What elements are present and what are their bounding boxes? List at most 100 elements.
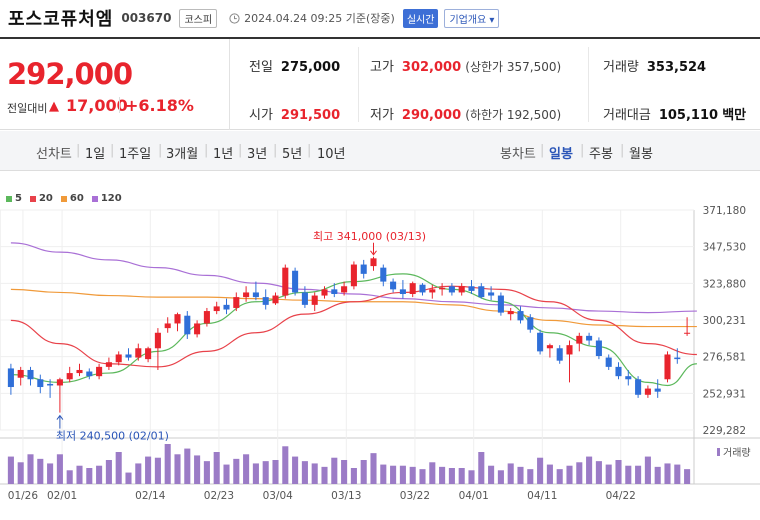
candle-body bbox=[429, 289, 436, 293]
candle-body bbox=[76, 369, 83, 374]
candle-body bbox=[674, 357, 681, 360]
volume-bar bbox=[478, 452, 485, 484]
candle-body bbox=[350, 264, 357, 287]
prev-close-label: 전일 bbox=[249, 60, 273, 75]
candle-body bbox=[517, 311, 524, 321]
market-badge: 코스피 bbox=[179, 8, 218, 28]
divider: | bbox=[580, 143, 585, 158]
volume-bar bbox=[576, 462, 583, 484]
price-chart-canvas[interactable]: 371,180 347,530 323,880 300,231 276,581 252,9… bbox=[0, 172, 760, 516]
y-tick-label: 347,530 bbox=[703, 242, 746, 254]
x-tick-label: 04/22 bbox=[606, 490, 636, 502]
candle-body bbox=[399, 289, 406, 295]
candle-chart-label: 봉차트 bbox=[500, 147, 536, 162]
candle-body bbox=[360, 264, 367, 274]
volume-bar bbox=[311, 463, 318, 484]
candle-body bbox=[27, 369, 34, 380]
candle-body bbox=[625, 376, 632, 380]
candle-body bbox=[47, 383, 54, 386]
period-1y[interactable]: 1년 bbox=[213, 147, 234, 162]
candle-body bbox=[615, 366, 622, 377]
y-tick-label: 276,581 bbox=[703, 352, 746, 364]
candle-body bbox=[370, 258, 377, 267]
divider: | bbox=[158, 143, 163, 158]
candle-body bbox=[478, 286, 485, 298]
volume-bar bbox=[66, 470, 73, 484]
period-3m[interactable]: 3개월 bbox=[166, 147, 199, 162]
candle-body bbox=[96, 366, 103, 377]
volume-bar bbox=[419, 469, 426, 484]
divider: | bbox=[307, 143, 312, 158]
x-tick-label: 01/26 bbox=[8, 490, 39, 502]
candle-daily[interactable]: 일봉 bbox=[549, 147, 573, 162]
company-info-button[interactable]: 기업개요 ▾ bbox=[444, 8, 500, 28]
candle-body bbox=[115, 354, 122, 363]
legend-label: 5 bbox=[15, 193, 22, 204]
x-tick-label: 02/14 bbox=[135, 490, 166, 502]
x-tick-label: 02/23 bbox=[204, 490, 234, 502]
high-price: 고가 302,000 (상한가 357,500) bbox=[370, 56, 561, 75]
high-annotation: 최고 341,000 (03/13) bbox=[313, 230, 426, 243]
candle-body bbox=[497, 295, 504, 313]
line-chart-label[interactable]: 선차트 bbox=[36, 147, 72, 162]
period-1d[interactable]: 1일 bbox=[85, 147, 106, 162]
candle-body bbox=[527, 317, 534, 330]
volume-bar bbox=[301, 461, 308, 484]
candle-body bbox=[664, 354, 671, 380]
x-tick-label: 02/01 bbox=[47, 490, 77, 502]
candle-body bbox=[321, 289, 328, 296]
volume-bar bbox=[429, 462, 436, 484]
volume-bar bbox=[527, 469, 534, 484]
prev-close-value: 275,000 bbox=[280, 60, 341, 75]
candle-body bbox=[233, 297, 240, 308]
candle-body bbox=[203, 311, 210, 324]
volume-bar bbox=[537, 457, 544, 484]
period-5y[interactable]: 5년 bbox=[282, 147, 303, 162]
legend-swatch bbox=[60, 195, 67, 202]
volume-bar bbox=[7, 456, 14, 484]
trade-amount-value: 105,110 bbox=[658, 108, 719, 123]
candle-weekly[interactable]: 주봉 bbox=[589, 147, 613, 162]
ma-60-line bbox=[10, 288, 697, 328]
legend-ma60: 60 bbox=[60, 193, 84, 204]
period-3y[interactable]: 3년 bbox=[247, 147, 268, 162]
volume-bar bbox=[380, 464, 387, 484]
volume-bar bbox=[213, 452, 220, 484]
volume-bar bbox=[341, 460, 348, 484]
volume-bar bbox=[664, 463, 671, 484]
legend-label: 60 bbox=[69, 193, 84, 204]
candle-body bbox=[135, 348, 142, 358]
candle-body bbox=[419, 284, 426, 293]
volume-bar bbox=[27, 454, 34, 484]
candle-body bbox=[635, 379, 642, 395]
candle-body bbox=[605, 357, 612, 367]
candle-body bbox=[184, 315, 191, 335]
current-price-panel: 292,000 전일대비 ▲ 17,000 +6.18% bbox=[0, 39, 230, 130]
ma-120-line bbox=[10, 242, 697, 314]
volume-bar bbox=[507, 463, 514, 484]
volume-bar bbox=[439, 466, 446, 484]
y-tick-label: 229,282 bbox=[703, 425, 746, 437]
x-tick-label: 03/04 bbox=[263, 490, 294, 502]
candle-body bbox=[448, 286, 455, 293]
high-label: 고가 bbox=[370, 60, 394, 75]
realtime-badge[interactable]: 실시간 bbox=[402, 8, 439, 28]
period-1w[interactable]: 1주일 bbox=[119, 147, 152, 162]
candle-body bbox=[556, 348, 563, 361]
low-arrow-icon bbox=[56, 414, 64, 420]
ma-5-line bbox=[10, 273, 697, 387]
stock-header: 포스코퓨처엠 003670 코스피 2024.04.24 09:25 기준(장중… bbox=[0, 0, 760, 36]
volume-bar bbox=[194, 455, 201, 484]
change-percent: +6.18% bbox=[125, 96, 194, 115]
trade-amount-label: 거래대금 bbox=[603, 108, 651, 123]
legend-label: 120 bbox=[100, 193, 122, 204]
candle-body bbox=[390, 281, 397, 290]
legend-ma120: 120 bbox=[91, 193, 122, 204]
change-label: 전일대비 bbox=[7, 102, 48, 115]
volume-bar bbox=[47, 463, 54, 484]
candle-body bbox=[145, 348, 152, 360]
y-tick-label: 300,231 bbox=[703, 315, 746, 327]
period-10y[interactable]: 10년 bbox=[317, 147, 346, 162]
candle-monthly[interactable]: 월봉 bbox=[629, 147, 653, 162]
candle-body bbox=[380, 267, 387, 282]
